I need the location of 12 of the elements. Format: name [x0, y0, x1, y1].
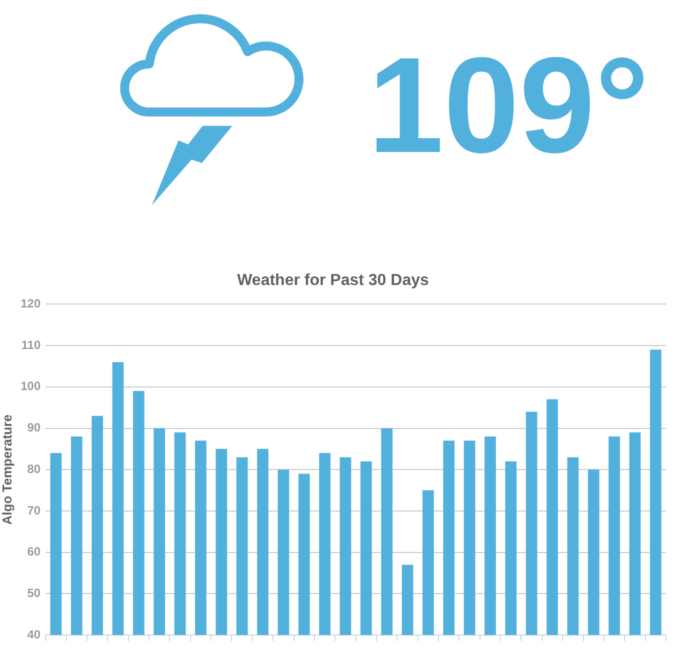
y-tick-label: 80 [27, 462, 41, 476]
y-tick-label: 50 [27, 586, 41, 600]
y-tick-label: 70 [27, 503, 41, 518]
y-tick-label: 100 [20, 379, 41, 394]
y-tick-label: 60 [27, 544, 41, 559]
y-tick-label: 40 [27, 627, 41, 642]
chart-title: Weather for Past 30 Days [237, 272, 429, 290]
y-tick-label: 90 [27, 420, 41, 435]
text: 109° [368, 29, 650, 181]
y-tick-label: 110 [21, 338, 41, 352]
y-tick-label: 120 [20, 296, 41, 311]
y-axis-title: Algo Temperature [0, 414, 14, 525]
